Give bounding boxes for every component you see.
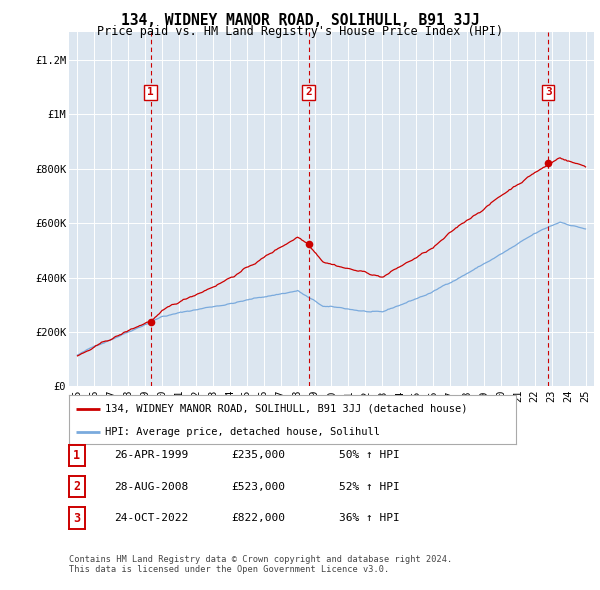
Text: £822,000: £822,000 xyxy=(231,513,285,523)
Text: 28-AUG-2008: 28-AUG-2008 xyxy=(114,482,188,491)
Text: £235,000: £235,000 xyxy=(231,451,285,460)
Text: 3: 3 xyxy=(73,512,80,525)
Text: HPI: Average price, detached house, Solihull: HPI: Average price, detached house, Soli… xyxy=(105,427,380,437)
Text: This data is licensed under the Open Government Licence v3.0.: This data is licensed under the Open Gov… xyxy=(69,565,389,574)
Text: 134, WIDNEY MANOR ROAD, SOLIHULL, B91 3JJ (detached house): 134, WIDNEY MANOR ROAD, SOLIHULL, B91 3J… xyxy=(105,404,467,414)
Text: 1: 1 xyxy=(147,87,154,97)
Text: 24-OCT-2022: 24-OCT-2022 xyxy=(114,513,188,523)
Text: £523,000: £523,000 xyxy=(231,482,285,491)
Text: 1: 1 xyxy=(73,449,80,462)
Text: Contains HM Land Registry data © Crown copyright and database right 2024.: Contains HM Land Registry data © Crown c… xyxy=(69,555,452,563)
Text: 3: 3 xyxy=(545,87,551,97)
Text: 134, WIDNEY MANOR ROAD, SOLIHULL, B91 3JJ: 134, WIDNEY MANOR ROAD, SOLIHULL, B91 3J… xyxy=(121,13,479,28)
Text: 36% ↑ HPI: 36% ↑ HPI xyxy=(339,513,400,523)
Text: 50% ↑ HPI: 50% ↑ HPI xyxy=(339,451,400,460)
Text: 26-APR-1999: 26-APR-1999 xyxy=(114,451,188,460)
Text: 2: 2 xyxy=(305,87,312,97)
Text: 52% ↑ HPI: 52% ↑ HPI xyxy=(339,482,400,491)
Text: Price paid vs. HM Land Registry's House Price Index (HPI): Price paid vs. HM Land Registry's House … xyxy=(97,25,503,38)
Text: 2: 2 xyxy=(73,480,80,493)
